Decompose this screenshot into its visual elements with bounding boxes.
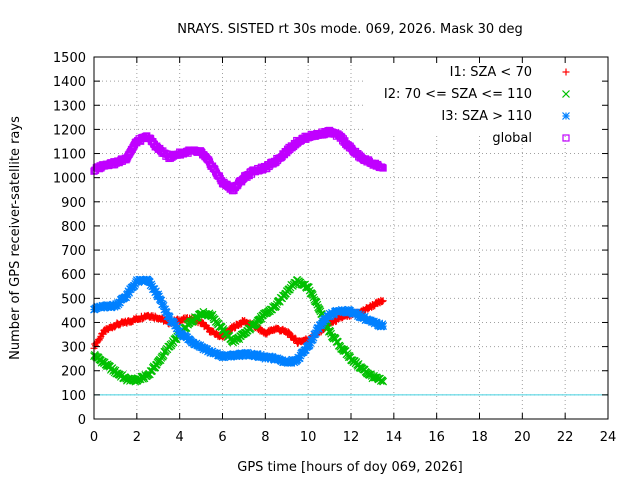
chart-title: NRAYS. SISTED rt 30s mode. 069, 2026. Ma… [177,22,523,37]
x-tick-label: 8 [261,430,269,445]
x-tick-label: 0 [90,430,98,445]
y-tick-label: 100 [61,389,86,404]
series-4 [90,126,387,195]
x-axis-label: GPS time [hours of doy 069, 2026] [237,460,462,475]
y-axis-label: Number of GPS receiver-satellite rays [8,116,23,360]
y-tick-label: 1100 [53,148,86,163]
legend-label: global [492,131,532,146]
series-3 [90,275,388,367]
x-tick-label: 24 [600,430,617,445]
data-point [379,164,387,172]
y-tick-label: 400 [61,316,86,331]
data-layer [90,126,388,386]
data-point [291,334,299,342]
legend-marker [562,90,570,98]
x-tick-label: 18 [471,430,488,445]
x-tick-label: 22 [557,430,574,445]
data-point [379,297,387,305]
legend-label: I1: SZA < 70 [450,65,532,80]
data-point [312,298,321,307]
y-tick-label: 1300 [53,99,86,114]
legend: I1: SZA < 70 I2: 70 <= SZA <= 110 I3: SZA … [384,65,570,146]
x-tick-label: 14 [386,430,403,445]
x-tick-label: 12 [343,430,360,445]
data-point [369,302,377,310]
x-tick-label: 16 [428,430,445,445]
y-tick-label: 600 [61,268,86,283]
data-point [379,377,388,386]
data-point [313,300,322,309]
legend-label: I2: 70 <= SZA <= 110 [384,87,532,102]
x-tick-label: 6 [218,430,226,445]
legend-marker [562,68,570,76]
data-point [326,327,335,336]
data-point [99,330,107,338]
y-tick-label: 200 [61,365,86,380]
data-point [285,329,293,337]
x-tick-label: 10 [300,430,317,445]
y-tick-label: 1400 [53,75,86,90]
x-tick-label: 4 [176,430,184,445]
y-tick-label: 900 [61,196,86,211]
y-tick-label: 1200 [53,123,86,138]
y-tick-label: 700 [61,244,86,259]
ticks: 0 2 4 6 8 10 12 14 16 18 20 22 240100200300400500600… [53,51,616,445]
x-tick-label: 2 [133,430,141,445]
y-tick-label: 1500 [53,51,86,66]
legend-label: I3: SZA > 110 [441,109,532,124]
series-2 [90,275,388,386]
data-point [95,336,103,344]
y-tick-label: 500 [61,292,86,307]
data-point [378,297,386,305]
data-point [308,290,317,299]
data-point [379,322,388,331]
x-tick-label: 20 [514,430,531,445]
data-point [219,325,228,333]
legend-marker [562,112,570,120]
y-tick-label: 800 [61,220,86,235]
legend-marker [562,134,570,142]
y-tick-label: 0 [78,413,86,428]
data-point [231,324,239,332]
y-tick-label: 1000 [53,172,86,187]
y-tick-label: 300 [61,341,86,356]
